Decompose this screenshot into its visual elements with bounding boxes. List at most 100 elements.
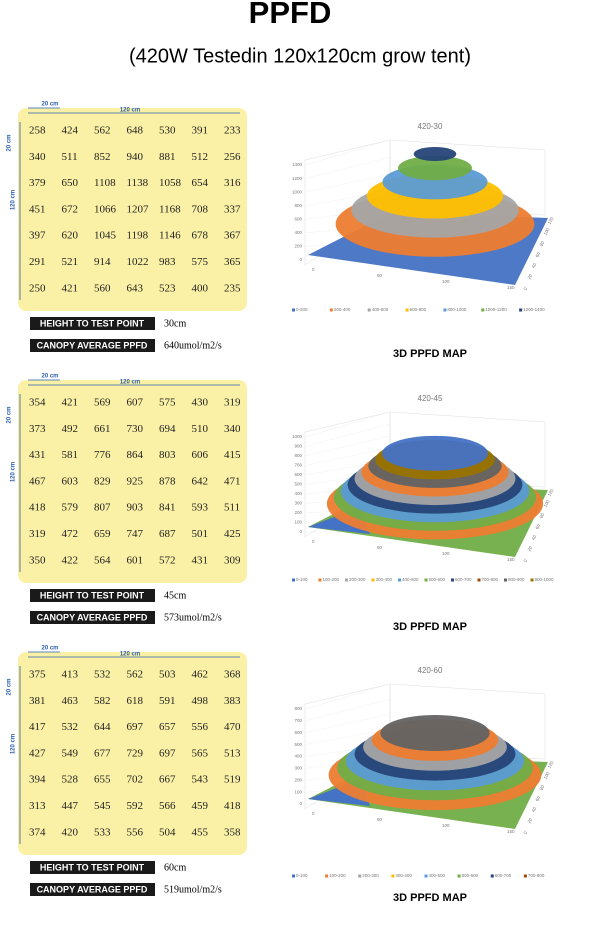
info-label: CANOPY AVERAGE PPFD bbox=[37, 340, 148, 350]
grid-value: 1146 bbox=[159, 230, 181, 242]
chart-grid bbox=[304, 411, 391, 438]
map-label: 3D PPFD MAP bbox=[393, 348, 467, 360]
grid-value: 471 bbox=[224, 475, 241, 487]
z-tick-label: 800 bbox=[294, 453, 302, 458]
y-tick-label: 100 bbox=[543, 227, 551, 236]
grid-value: 1207 bbox=[127, 203, 150, 215]
grid-value: 730 bbox=[127, 423, 144, 435]
grid-value: 644 bbox=[94, 721, 111, 733]
grid-value: 425 bbox=[224, 528, 241, 540]
legend-label: 200-400 bbox=[334, 307, 351, 312]
legend-label: 0-100 bbox=[296, 577, 308, 582]
grid-value: 422 bbox=[62, 554, 79, 566]
grid-value: 256 bbox=[224, 151, 241, 163]
y-tick-label: 20 bbox=[527, 817, 534, 824]
legend-swatch bbox=[477, 578, 481, 582]
legend-swatch bbox=[318, 578, 322, 582]
legend-swatch bbox=[523, 874, 527, 878]
legend-swatch bbox=[405, 308, 409, 312]
legend-label: 0-200 bbox=[296, 307, 308, 312]
grid-value: 368 bbox=[224, 669, 241, 681]
z-tick-label: 0 bbox=[299, 529, 302, 534]
chart-grid bbox=[304, 713, 391, 733]
x-tick-label: 150 bbox=[507, 557, 515, 562]
grid-value: 316 bbox=[224, 177, 241, 189]
grid-value: 503 bbox=[159, 669, 176, 681]
legend-swatch bbox=[391, 874, 395, 878]
grid-box bbox=[18, 380, 247, 583]
info-label: HEIGHT TO TEST POINT bbox=[40, 862, 145, 872]
grid-value: 642 bbox=[192, 475, 209, 487]
y-tick-label: 20 bbox=[527, 273, 534, 280]
chart-grid bbox=[304, 435, 391, 457]
info-value: 45cm bbox=[164, 590, 186, 601]
grid-value: 383 bbox=[224, 695, 241, 707]
grid-value: 337 bbox=[224, 203, 241, 215]
z-tick-label: 500 bbox=[294, 742, 302, 747]
legend-label: 500-600 bbox=[429, 577, 446, 582]
label-box bbox=[30, 611, 155, 624]
grid-value: 560 bbox=[94, 282, 111, 294]
z-tick-label: 0 bbox=[299, 257, 302, 262]
y-tick-label: 120 bbox=[547, 216, 555, 225]
grid-value: 373 bbox=[29, 423, 46, 435]
grid-value: 451 bbox=[29, 203, 46, 215]
y-tick-label: 40 bbox=[531, 534, 538, 541]
grid-value: 512 bbox=[192, 151, 209, 163]
info-value: 60cm bbox=[164, 862, 186, 873]
grid-value: 545 bbox=[94, 800, 111, 812]
grid-value: 903 bbox=[127, 502, 144, 514]
z-tick-label: 700 bbox=[294, 463, 302, 468]
grid-value: 350 bbox=[29, 554, 46, 566]
grid-value: 607 bbox=[127, 397, 144, 409]
label-box bbox=[30, 317, 155, 330]
info-label: CANOPY AVERAGE PPFD bbox=[37, 884, 148, 894]
grid-value: 852 bbox=[94, 151, 111, 163]
grid-value: 697 bbox=[159, 747, 176, 759]
section: 20 cm 120 cm 20 cm 120 cm 354 421 569 607 575 430… bbox=[7, 374, 555, 633]
legend-swatch bbox=[519, 308, 523, 312]
grid-value: 358 bbox=[224, 826, 241, 838]
grid-value: 575 bbox=[192, 256, 209, 268]
grid-value: 455 bbox=[192, 826, 209, 838]
section: 20 cm 120 cm 20 cm 120 cm 375 413 532 562 503 462… bbox=[7, 646, 555, 904]
x-tick-label: 150 bbox=[507, 285, 515, 290]
grid-value: 470 bbox=[224, 721, 241, 733]
grid-value: 492 bbox=[62, 423, 79, 435]
legend-swatch bbox=[490, 874, 494, 878]
grid-value: 648 bbox=[127, 125, 144, 137]
grid-value: 592 bbox=[127, 800, 144, 812]
grid-value: 533 bbox=[94, 826, 111, 838]
grid-value: 593 bbox=[192, 502, 209, 514]
grid-value: 501 bbox=[192, 528, 209, 540]
grid-value: 1198 bbox=[127, 230, 149, 242]
z-tick-label: 0 bbox=[299, 801, 302, 806]
grid-value: 431 bbox=[192, 554, 209, 566]
map-label: 3D PPFD MAP bbox=[393, 892, 467, 904]
grid-value: 233 bbox=[224, 125, 241, 137]
grid-value: 418 bbox=[29, 502, 46, 514]
z-tick-label: 400 bbox=[294, 491, 302, 496]
chart-title: 420-45 bbox=[418, 394, 443, 403]
grid-value: 776 bbox=[94, 449, 111, 461]
grid-value: 462 bbox=[192, 669, 209, 681]
dimension-label: 120 cm bbox=[11, 734, 17, 754]
grid-value: 394 bbox=[29, 774, 46, 786]
y-tick-label: 80 bbox=[539, 512, 546, 519]
legend-label: 600-700 bbox=[495, 873, 512, 878]
label-box bbox=[30, 883, 155, 896]
z-tick-label: 100 bbox=[294, 520, 302, 525]
grid-value: 424 bbox=[62, 125, 79, 137]
legend-label: 800-900 bbox=[508, 577, 525, 582]
legend-swatch bbox=[292, 874, 295, 878]
grid-value: 650 bbox=[62, 177, 79, 189]
grid-value: 418 bbox=[224, 800, 241, 812]
surface-layer bbox=[380, 714, 490, 752]
legend-label: 1000-1200 bbox=[485, 307, 507, 312]
grid-box bbox=[18, 108, 247, 311]
legend-swatch bbox=[481, 308, 485, 312]
x-tick-label: 50 bbox=[377, 817, 383, 822]
grid-value: 498 bbox=[192, 695, 209, 707]
x-tick-label: 0 bbox=[312, 539, 315, 544]
chart-grid bbox=[304, 423, 391, 447]
